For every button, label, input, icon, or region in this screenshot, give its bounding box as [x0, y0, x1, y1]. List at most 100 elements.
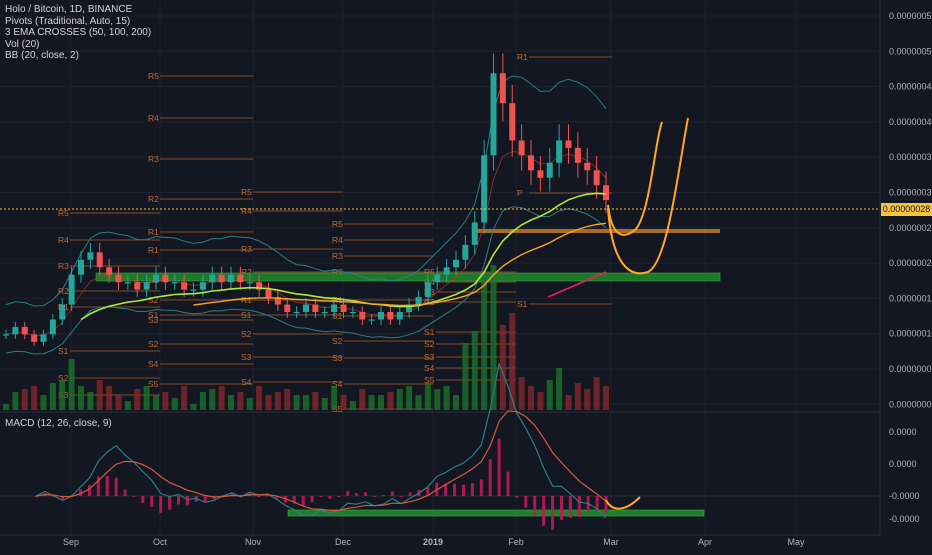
pivot-dec-label: R1: [332, 295, 343, 305]
macd-histogram-bar: [203, 496, 207, 503]
pivot-oct-wide-label: R2: [148, 194, 159, 204]
pivot-jan-label: S1: [424, 327, 435, 337]
pivot-oct-label: R1: [148, 245, 159, 255]
orange-resistance-zone: [472, 229, 720, 233]
vol-legend[interactable]: Vol (20): [5, 38, 40, 50]
pivot-jan-label: S3: [424, 352, 435, 362]
macd-histogram-bar: [372, 496, 376, 497]
pivot-nov-label: S3: [241, 352, 252, 362]
macd-histogram-bar: [408, 492, 412, 496]
candle-body: [396, 312, 403, 320]
signal-line: [35, 410, 607, 512]
bb-legend[interactable]: BB (20, close, 2): [5, 50, 79, 61]
pivot-jan-label: S5: [424, 375, 435, 385]
time-tick-label: Nov: [245, 537, 262, 547]
candle-body: [274, 297, 281, 305]
volume-bar: [153, 395, 159, 410]
candle-body: [49, 319, 56, 335]
macd-histogram-bar: [346, 490, 350, 496]
macd-tick-label: -0.0000: [889, 491, 920, 501]
candle-body: [284, 304, 291, 313]
candle-body: [303, 304, 309, 313]
volume-bar: [462, 343, 469, 410]
candle-body: [12, 326, 19, 335]
volume-bar: [228, 395, 234, 410]
macd-histogram-bar: [355, 493, 359, 496]
symbol-title[interactable]: Holo / Bitcoin, 1D, BINANCE: [5, 4, 133, 15]
time-tick-label: Mar: [603, 537, 619, 547]
candle-body: [59, 304, 66, 320]
volume-bar: [312, 392, 319, 410]
macd-histogram-bar: [328, 496, 332, 499]
ema-50: [80, 192, 607, 321]
volume-bar: [3, 404, 9, 410]
macd-histogram-bar: [132, 496, 136, 497]
volume-bar: [96, 380, 103, 410]
volume-bar: [546, 380, 553, 410]
candle-body: [593, 170, 600, 186]
macd-histogram-bar: [123, 489, 127, 496]
pivot-oct-wide-label: S5: [148, 379, 159, 389]
volume-bar: [499, 325, 506, 410]
candle-body: [265, 289, 272, 298]
price-tick-label: 0.00000020: [889, 258, 932, 268]
pivot-sep-label: S2: [58, 373, 69, 383]
candle-body: [256, 282, 263, 290]
candle-body: [21, 326, 28, 335]
pivots-legend[interactable]: Pivots (Traditional, Auto, 15): [5, 15, 131, 27]
price-tick-label: 0.00000015: [889, 293, 932, 303]
pivot-nov-label: R4: [241, 206, 252, 216]
volume-bar: [331, 386, 338, 410]
macd-histogram-bar: [105, 475, 109, 496]
volume-bar: [162, 392, 169, 410]
volume-bar: [584, 389, 591, 410]
volume-bar: [565, 395, 572, 410]
candle-body: [584, 162, 591, 171]
ema-legend[interactable]: 3 EMA CROSSES (50, 100, 200): [5, 27, 152, 38]
price-tick-label: 0.00000025: [889, 223, 932, 233]
volume-bar: [349, 401, 356, 410]
pivot-dec-label: R2: [332, 267, 343, 277]
macd-histogram-bar: [479, 479, 483, 496]
candle-body: [378, 312, 384, 320]
price-tick-label: 0.00000050: [889, 46, 932, 56]
candle-body: [499, 73, 506, 104]
macd-histogram-bar: [453, 483, 457, 496]
macd-histogram-bar: [266, 495, 270, 497]
candle-body: [312, 304, 319, 313]
macd-pane: [0, 361, 880, 530]
macd-histogram-bar: [185, 496, 189, 506]
candle-body: [293, 312, 300, 314]
macd-histogram-bar: [364, 492, 368, 496]
time-tick-label: Sep: [63, 537, 79, 547]
pivot-nov-label: R1: [241, 295, 252, 305]
macd-histogram-bar: [159, 496, 163, 513]
pivot-dec-label: S3: [332, 353, 343, 363]
candle-body: [518, 140, 525, 156]
volume-bar: [40, 395, 47, 410]
candle-body: [246, 282, 253, 284]
ema-200: [547, 271, 607, 298]
volume-bar: [509, 313, 516, 410]
volume-bars: [3, 265, 609, 410]
volume-bar: [246, 398, 253, 410]
pivot-feb-label: P: [517, 188, 523, 198]
macd-legend[interactable]: MACD (12, 26, close, 9): [5, 418, 112, 429]
price-tick-label: 0.00000040: [889, 117, 932, 127]
macd-histogram-bar: [577, 496, 581, 518]
pivot-oct-label: S1: [148, 310, 159, 320]
pivot-nov-label: S1: [241, 310, 252, 320]
candle-body: [349, 312, 356, 314]
volume-bar: [12, 392, 19, 410]
volume-bar: [537, 392, 544, 410]
macd-histogram-bar: [79, 489, 83, 496]
time-tick-label: 2019: [423, 537, 443, 547]
macd-histogram-bar: [301, 496, 305, 506]
volume-bar: [443, 386, 450, 410]
pivot-nov-label: R5: [241, 187, 252, 197]
volume-bar: [556, 368, 563, 410]
pivot-dec-label: S5: [332, 404, 343, 414]
pivot-dec-label: S1: [332, 311, 343, 321]
